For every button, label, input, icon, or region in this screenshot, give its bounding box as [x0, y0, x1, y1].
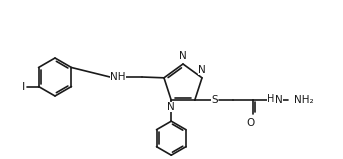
Text: I: I — [22, 82, 25, 91]
Text: NH₂: NH₂ — [294, 95, 314, 105]
Text: NH: NH — [110, 72, 126, 82]
Text: O: O — [247, 118, 255, 128]
Text: N: N — [275, 95, 283, 105]
Text: N: N — [179, 51, 187, 61]
Text: H: H — [267, 94, 274, 104]
Text: N: N — [198, 65, 206, 75]
Text: N: N — [167, 102, 175, 112]
Text: S: S — [211, 95, 218, 105]
